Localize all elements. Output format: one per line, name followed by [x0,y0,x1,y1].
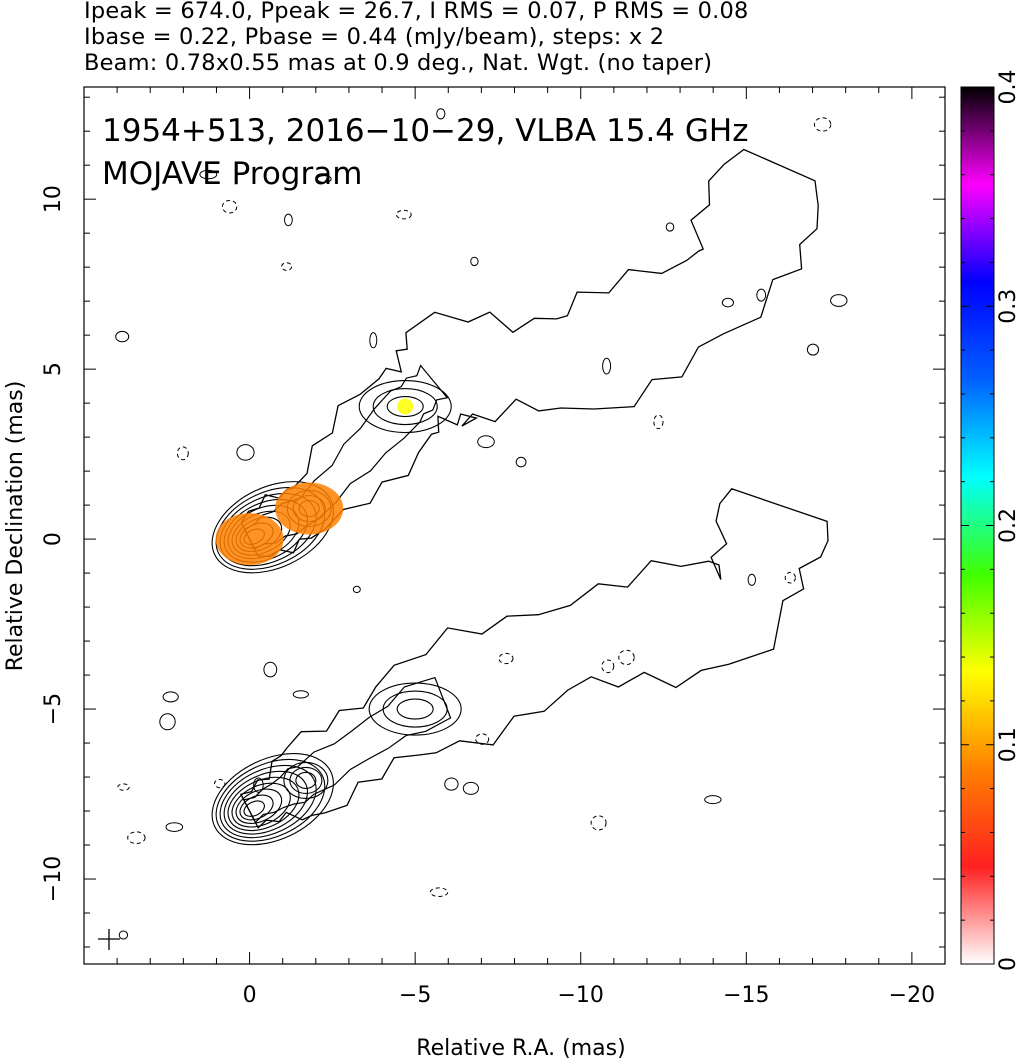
core-contour [235,788,283,824]
noise-contour [199,169,218,180]
x-tick-label: −10 [558,983,604,1008]
plot-frame [83,86,946,965]
core-contour [215,758,326,842]
component-contour [382,690,448,728]
core-contour [239,794,274,821]
program-annotation: MOJAVE Program [102,156,362,192]
component-contour [358,379,452,434]
noise-contour [436,108,446,120]
colorbar-tick-label: 0.1 [996,727,1021,762]
noise-contour [159,713,176,731]
noise-contour [665,222,675,232]
noise-contour [281,262,293,271]
noise-contour [618,649,635,666]
header-line-1: Ipeak = 674.0, Ppeak = 26.7, I RMS = 0.0… [84,0,749,24]
polarization-map [215,398,414,566]
colorbar-tick-label: 0.2 [996,508,1021,543]
knot-contour [295,771,317,789]
x-tick-label: −5 [399,983,431,1008]
colorbar-tick-label: 0 [996,957,1021,971]
x-tick-label: 0 [243,983,257,1008]
colorbar-tick-label: 0.4 [996,70,1021,105]
noise-contour [369,332,378,349]
noise-contour [806,343,820,356]
noise-contour [721,297,735,308]
noise-contour [253,777,264,793]
noise-contour [263,661,278,678]
noise-contour [475,733,490,745]
source-annotation: 1954+513, 2016−10−29, VLBA 15.4 GHz [102,113,748,149]
jet-contour-outer [240,148,819,558]
component-contour [368,682,462,736]
noise-contour [653,414,664,430]
y-tick-label: 5 [41,362,66,376]
core-contour [243,800,265,817]
beam-marker [98,929,120,950]
noise-contour [316,175,332,183]
x-tick-label: −20 [889,983,935,1008]
header-line-3: Beam: 0.78x0.55 mas at 0.9 deg., Nat. Wg… [84,50,713,76]
y-tick-label: −10 [41,856,66,902]
noise-contour [747,573,756,586]
noise-contour [590,815,607,831]
colorbar-tick-label: 0.3 [996,289,1021,324]
noise-contour [352,585,361,594]
noise-contour [477,435,495,449]
noise-contour [515,456,527,468]
noise-contour [176,446,189,461]
noise-contour [127,831,146,845]
noise-contour [601,659,615,674]
noise-contour [462,781,479,795]
x-axis-label: Relative R.A. (mas) [416,1036,625,1060]
core-contour [223,770,309,835]
component-contour [386,395,424,418]
core-contour [211,753,334,846]
noise-contour [784,571,796,584]
jet-contour-inner [242,676,452,824]
jet-contour-outer [239,488,829,829]
component-contour [372,387,438,426]
y-tick-label: −5 [41,693,66,725]
colorbar-ticks: 0 0.1 0.2 0.3 0.4 [961,70,1021,971]
y-axis-label: Relative Declination (mas) [3,381,28,672]
noise-contour [444,777,459,791]
knot-contour [289,766,323,794]
noise-contour [118,930,129,940]
polarization-peak [275,482,344,535]
noise-contour [165,822,184,832]
noise-contour [470,256,479,267]
axis-ticks: 0 −5 −10 −15 −20 −10 −5 0 5 10 [41,87,945,1008]
noise-contour [395,209,412,220]
noise-contour [214,779,226,789]
noise-contour [830,294,848,307]
noise-contour [813,117,832,132]
noise-contour [704,795,722,805]
noise-contour [284,213,293,227]
component-contour [396,698,434,720]
noise-contour [498,652,514,665]
noise-contour [602,357,612,375]
noise-contour [162,691,179,703]
noise-contour [236,444,255,461]
y-tick-label: 0 [41,532,66,546]
noise-contour [117,783,130,791]
noise-contour [292,690,309,699]
polarization-peak [397,398,414,415]
y-tick-label: 10 [41,185,66,213]
knot-contour [283,761,329,799]
noise-contour [221,199,238,214]
polarization-peak [215,513,284,566]
core-contour [219,764,317,839]
noise-contour [756,288,767,302]
header-line-2: Ibase = 0.22, Pbase = 0.44 (mJy/beam), s… [84,24,665,50]
noise-contour [429,887,449,898]
x-tick-label: −15 [723,983,769,1008]
noise-contour [115,330,130,343]
